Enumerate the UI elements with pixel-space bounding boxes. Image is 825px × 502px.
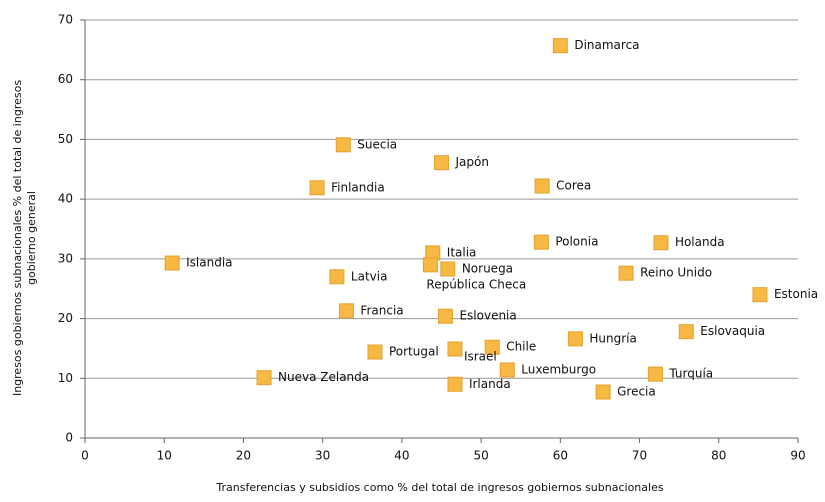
x-tick-label: 90 — [790, 449, 805, 463]
point — [533, 234, 549, 250]
x-tick-label: 70 — [632, 449, 647, 463]
y-tick-label: 20 — [58, 311, 73, 325]
point — [447, 376, 463, 392]
y-tick-label: 50 — [58, 132, 73, 146]
point — [367, 344, 383, 360]
point — [434, 155, 449, 171]
point-label: Chile — [506, 340, 536, 354]
point — [752, 287, 768, 303]
point — [422, 257, 438, 273]
point — [484, 339, 500, 355]
point-label: Suecia — [357, 137, 397, 151]
point — [618, 265, 634, 281]
point-label: Reino Unido — [640, 266, 712, 280]
point-label: Islandia — [186, 256, 232, 270]
x-axis-label: Transferencias y subsidios como % del to… — [215, 481, 663, 494]
point — [440, 261, 456, 277]
point-label: Eslovenia — [459, 309, 516, 323]
y-tick-label: 60 — [58, 72, 73, 86]
point-label: Finlandia — [331, 180, 385, 194]
x-tick-label: 50 — [473, 449, 488, 463]
point — [335, 137, 351, 153]
x-tick-label: 80 — [711, 449, 726, 463]
point — [534, 178, 550, 194]
x-tick-label: 40 — [394, 449, 409, 463]
point-label: Nueva Zelanda — [278, 370, 369, 384]
point-label: Irlanda — [469, 377, 511, 391]
y-tick-label: 70 — [58, 13, 73, 27]
point-label: Hungría — [589, 331, 636, 345]
point — [499, 362, 515, 378]
point-label: Grecia — [617, 385, 656, 399]
y-tick-label: 10 — [58, 371, 73, 385]
point-label: República Checa — [426, 277, 526, 291]
point — [567, 331, 583, 347]
point — [447, 341, 463, 357]
point-label: Japón — [455, 155, 489, 169]
point-label: Francia — [360, 303, 403, 317]
point — [309, 180, 325, 196]
point — [678, 324, 694, 340]
point-label: Corea — [556, 179, 591, 193]
x-tick-label: 20 — [236, 449, 251, 463]
point — [653, 235, 669, 251]
point-label: Portugal — [389, 345, 439, 359]
y-axis-label: gobierno general — [25, 191, 38, 285]
point-label: Luxemburgo — [521, 362, 596, 376]
point-label: Italia — [447, 245, 477, 259]
point-label: Turquía — [668, 367, 713, 381]
y-tick-label: 30 — [58, 251, 73, 265]
point — [338, 303, 354, 319]
point-label: Latvia — [351, 269, 388, 283]
point-label: Holanda — [675, 235, 725, 249]
point — [256, 370, 272, 386]
x-tick-label: 60 — [553, 449, 568, 463]
x-tick-label: 0 — [81, 449, 89, 463]
point — [647, 366, 663, 382]
point — [329, 269, 345, 285]
point — [437, 308, 453, 324]
point-label: Polonia — [555, 235, 598, 249]
y-axis-label: Ingresos gobiernos subnacionales % del t… — [11, 80, 24, 396]
point-label: Dinamarca — [574, 38, 639, 52]
x-tick-label: 10 — [157, 449, 172, 463]
point — [595, 384, 611, 400]
x-tick-label: 30 — [315, 449, 330, 463]
point-label: Eslovaquia — [700, 324, 765, 338]
point-label: Noruega — [462, 262, 513, 276]
point-label: Estonia — [774, 287, 818, 301]
point — [552, 38, 568, 54]
y-tick-label: 0 — [65, 431, 73, 445]
point-label: Israel — [464, 350, 497, 364]
y-tick-label: 40 — [58, 192, 73, 206]
point — [164, 255, 180, 271]
